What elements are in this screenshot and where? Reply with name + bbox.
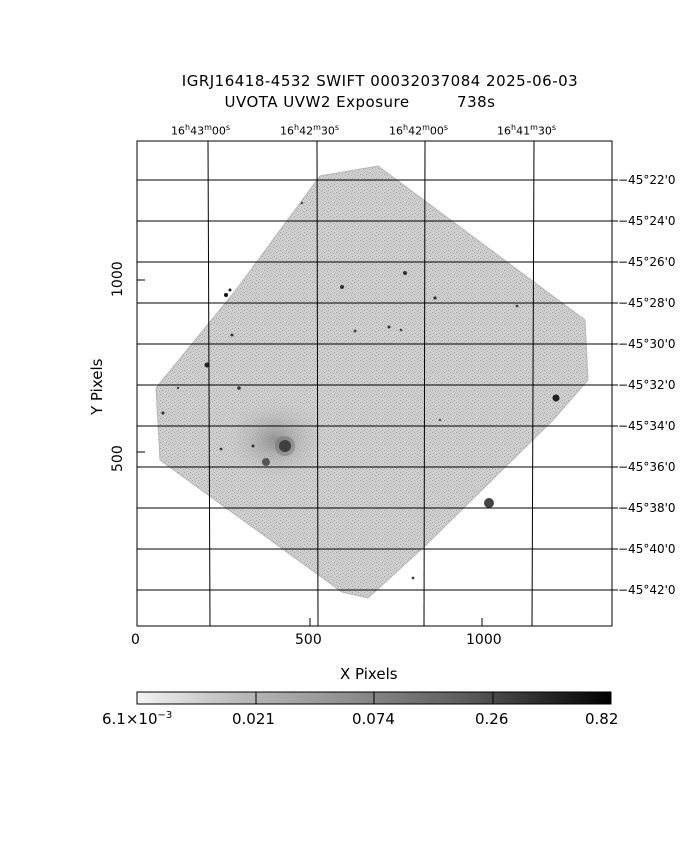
dec-tick-8: −45°36'0 xyxy=(618,460,676,474)
exposure-value: 738s xyxy=(457,93,496,111)
dec-tick-7: −45°34'0 xyxy=(618,419,676,433)
dec-tick-1: −45°22'0 xyxy=(618,173,676,187)
colorbar-min-label: 6.1×10−3 xyxy=(102,710,173,728)
x-tick-500: 500 xyxy=(295,632,322,648)
point-sources xyxy=(161,201,560,580)
dec-tick-3: −45°26'0 xyxy=(618,255,676,269)
plot-frame xyxy=(136,140,613,627)
dec-tick-2: −45°24'0 xyxy=(618,214,676,228)
ra-tick-4: 16h41m30s xyxy=(497,123,557,138)
plot-subtitle: UVOTA UVW2 Exposure 738s xyxy=(0,93,680,111)
coordinate-grid xyxy=(137,140,612,627)
dec-tick-5: −45°30'0 xyxy=(618,337,676,351)
x-tick-0: 0 xyxy=(131,632,140,648)
dec-tick-4: −45°28'0 xyxy=(618,296,676,310)
exposure-footprint xyxy=(155,165,589,599)
ra-tick-1: 16h43m00s xyxy=(171,123,231,138)
colorbar-tick-4: 0.82 xyxy=(585,710,619,728)
dec-tick-6: −45°32'0 xyxy=(618,378,676,392)
plot-title: IGRJ16418-4532 SWIFT 00032037084 2025-06… xyxy=(181,72,579,90)
dec-tick-9: −45°38'0 xyxy=(618,501,676,515)
colorbar-tick-3: 0.26 xyxy=(475,710,509,728)
x-axis-label: X Pixels xyxy=(340,665,398,683)
colorbar-tick-marks xyxy=(255,692,494,704)
colorbar-tick-2: 0.074 xyxy=(352,710,395,728)
dec-tick-10: −45°40'0 xyxy=(618,542,676,556)
ra-tick-2: 16h42m30s xyxy=(280,123,340,138)
subtitle-filter: UVOTA UVW2 Exposure xyxy=(224,93,410,111)
x-tick-1000: 1000 xyxy=(466,632,502,648)
colorbar-tick-1: 0.021 xyxy=(232,710,275,728)
dec-tick-marks xyxy=(612,179,618,591)
ra-tick-3: 16h42m00s xyxy=(389,123,449,138)
dec-tick-11: −45°42'0 xyxy=(618,583,676,597)
diffuse-glow xyxy=(220,395,330,485)
